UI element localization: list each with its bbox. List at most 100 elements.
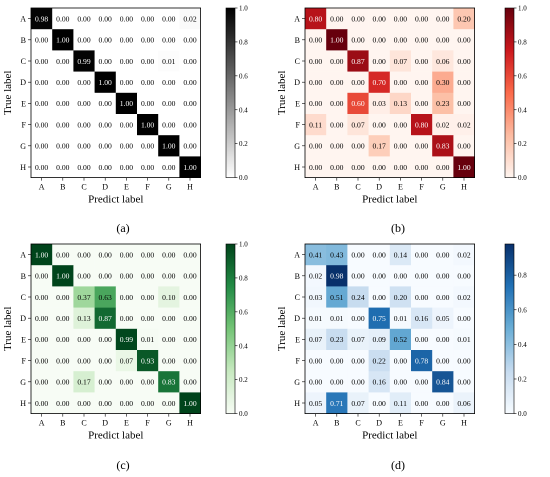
cell-value-label: 0.00 — [415, 36, 428, 45]
y-tick-label: A — [294, 15, 300, 24]
cell-value-label: 0.00 — [394, 14, 407, 23]
x-tick-label: D — [102, 183, 108, 192]
cell-value-label: 1.00 — [162, 142, 175, 151]
matrix-cell — [179, 50, 201, 72]
cell-value-label: 0.87 — [99, 314, 112, 323]
matrix-cell — [94, 71, 117, 94]
matrix-cell — [115, 307, 138, 330]
matrix-cell — [179, 328, 201, 351]
matrix-cell — [52, 135, 74, 157]
cell-value-label: 0.83 — [162, 378, 175, 387]
matrix-cell — [326, 29, 348, 51]
cell-value-label: 0.37 — [77, 293, 90, 302]
cell-value-label: 0.00 — [35, 356, 48, 365]
cell-value-label: 0.02 — [309, 272, 322, 281]
colorbar-tick-label: 0.2 — [518, 375, 527, 383]
x-tick-label: H — [187, 183, 193, 192]
matrix-cell — [94, 244, 117, 266]
matrix-cell — [368, 156, 391, 178]
matrix-cell — [453, 371, 475, 393]
cell-value-label: 0.02 — [457, 120, 470, 129]
matrix-cell — [305, 50, 327, 72]
cell-value-label: 0.43 — [330, 250, 343, 259]
matrix-cell — [305, 392, 327, 414]
matrix-cell — [368, 392, 391, 414]
x-tick-label: G — [166, 419, 172, 428]
cell-value-label: 0.00 — [99, 120, 112, 129]
colorbar-tick-label: 0.2 — [518, 140, 527, 148]
cell-value-label: 0.00 — [373, 36, 386, 45]
cell-value-label: 0.00 — [309, 99, 322, 108]
cell-value-label: 0.00 — [35, 378, 48, 387]
cell-value-label: 0.00 — [373, 293, 386, 302]
matrix-cell — [115, 114, 138, 136]
cell-value-label: 0.98 — [35, 14, 48, 23]
cell-value-label: 0.07 — [309, 335, 322, 344]
matrix-cell — [52, 350, 74, 372]
cell-value-label: 0.00 — [457, 356, 470, 365]
matrix-cell — [453, 8, 475, 30]
matrix-cell — [453, 71, 475, 94]
matrix-cell — [137, 244, 159, 266]
y-tick-label: F — [22, 357, 27, 366]
matrix-cell — [158, 392, 180, 414]
colorbar-tick-label: 0.6 — [239, 72, 248, 80]
matrix-cell — [73, 244, 95, 266]
matrix-cell — [347, 114, 369, 136]
cell-value-label: 0.00 — [99, 378, 112, 387]
matrix-cell — [52, 114, 74, 136]
cell-value-label: 0.00 — [162, 314, 175, 323]
matrix-cell — [411, 156, 433, 178]
matrix-cell — [52, 29, 74, 51]
matrix-cell — [453, 265, 475, 287]
cell-value-label: 0.00 — [99, 57, 112, 66]
cell-value-label: 0.00 — [183, 142, 196, 151]
cell-value-label: 0.71 — [330, 399, 343, 408]
matrix-cell — [137, 71, 159, 94]
matrix-cell — [411, 50, 433, 72]
cell-value-label: 0.07 — [351, 120, 364, 129]
matrix-cell — [347, 350, 369, 372]
cell-value-label: 0.00 — [141, 272, 154, 281]
cell-value-label: 0.00 — [309, 36, 322, 45]
matrix-cell — [347, 135, 369, 157]
cell-value-label: 0.00 — [457, 272, 470, 281]
matrix-cell — [73, 92, 95, 115]
y-tick-label: A — [20, 251, 26, 260]
matrix-cell — [368, 244, 391, 266]
cell-value-label: 0.06 — [436, 57, 449, 66]
matrix-cell — [368, 286, 391, 308]
matrix-cell — [411, 71, 433, 94]
cell-value-label: 0.00 — [120, 36, 133, 45]
matrix-cell — [389, 135, 412, 157]
y-tick-label: C — [295, 57, 300, 66]
x-tick-label: D — [376, 419, 382, 428]
cell-value-label: 0.00 — [415, 163, 428, 172]
cell-value-label: 0.00 — [394, 120, 407, 129]
cell-value-label: 0.00 — [77, 142, 90, 151]
cell-value-label: 1.00 — [457, 163, 470, 172]
y-tick-label: G — [294, 142, 300, 151]
matrix-cell — [411, 286, 433, 308]
x-tick-label: G — [166, 183, 172, 192]
matrix-cell — [347, 8, 369, 30]
matrix-cell — [137, 29, 159, 51]
matrix-cell — [432, 307, 454, 330]
x-tick-label: E — [398, 183, 403, 192]
matrix-cell — [389, 156, 412, 178]
cell-value-label: 0.00 — [415, 78, 428, 87]
cell-value-label: 1.00 — [330, 36, 343, 45]
cell-value-label: 0.00 — [35, 293, 48, 302]
matrix-cell — [411, 307, 433, 330]
cell-value-label: 0.00 — [436, 335, 449, 344]
cell-value-label: 0.00 — [183, 99, 196, 108]
cell-value-label: 0.13 — [77, 314, 90, 323]
matrix-cell — [52, 156, 74, 178]
matrix-cell — [432, 135, 454, 157]
cell-value-label: 0.02 — [183, 14, 196, 23]
cell-value-label: 0.00 — [436, 272, 449, 281]
cell-value-label: 0.02 — [457, 293, 470, 302]
colorbar-tick-label: 0.4 — [518, 341, 527, 349]
matrix-cell — [389, 50, 412, 72]
y-tick-label: C — [295, 293, 300, 302]
